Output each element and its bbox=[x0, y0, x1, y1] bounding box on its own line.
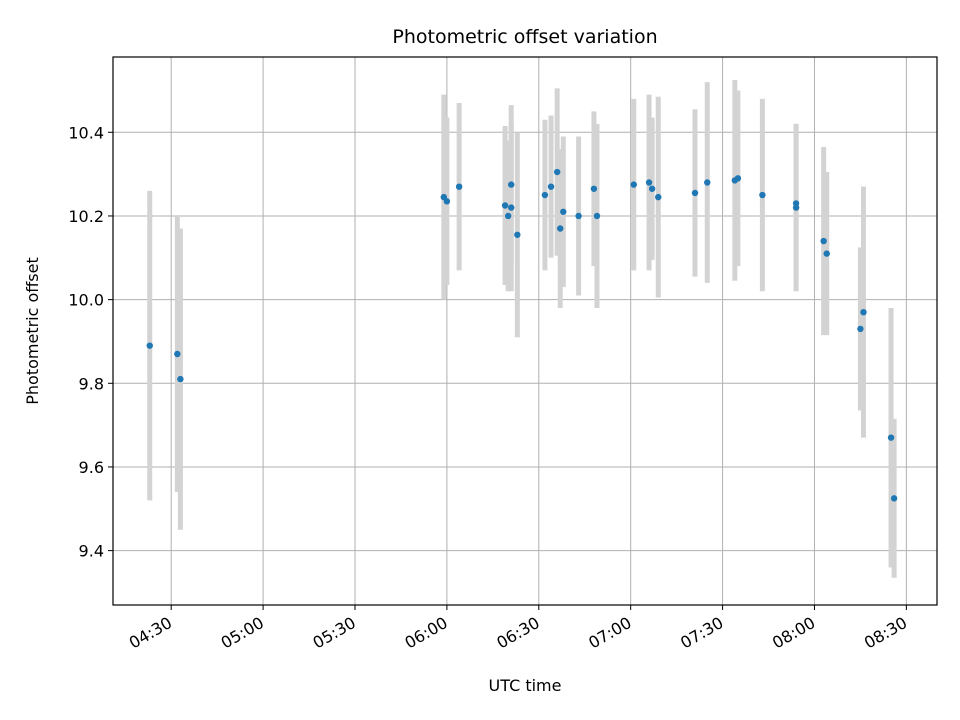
x-tick-label: 05:30 bbox=[310, 613, 359, 653]
data-point bbox=[501, 202, 509, 209]
data-point bbox=[553, 168, 561, 176]
x-axis-ticks: 04:30 05:00 05:30 06:00 06:30 07:00 07:30 08:00… bbox=[126, 605, 910, 653]
plot-area bbox=[112, 56, 938, 606]
y-tick-label: 10.4 bbox=[68, 123, 104, 142]
data-point bbox=[630, 181, 637, 188]
x-tick-label: 08:30 bbox=[861, 613, 910, 653]
data-point bbox=[547, 183, 555, 190]
x-tick-label: 08:00 bbox=[769, 613, 818, 653]
data-point bbox=[820, 237, 827, 245]
y-axis-label: Photometric offset bbox=[23, 257, 42, 405]
data-point bbox=[593, 212, 601, 220]
data-point bbox=[704, 179, 711, 186]
grid bbox=[113, 57, 937, 605]
y-tick-label: 10.0 bbox=[68, 291, 104, 310]
y-tick-label: 9.4 bbox=[79, 542, 104, 561]
data-point bbox=[504, 212, 512, 220]
x-tick-label: 06:00 bbox=[401, 613, 450, 653]
data-point bbox=[508, 204, 515, 211]
y-tick-label: 9.8 bbox=[79, 374, 104, 393]
x-tick-label: 07:00 bbox=[585, 613, 634, 653]
data-points bbox=[146, 168, 898, 502]
data-point bbox=[177, 375, 184, 383]
data-point bbox=[508, 181, 515, 188]
data-point bbox=[691, 189, 699, 197]
data-point bbox=[860, 308, 867, 316]
chart-title: Photometric offset variation bbox=[392, 26, 657, 48]
data-point bbox=[655, 193, 662, 201]
data-point bbox=[541, 191, 549, 199]
x-tick-label: 07:30 bbox=[677, 613, 726, 653]
data-point bbox=[823, 250, 830, 257]
data-point bbox=[443, 198, 451, 205]
x-tick-label: 04:30 bbox=[126, 613, 175, 653]
data-point bbox=[759, 191, 766, 199]
data-point bbox=[792, 200, 800, 207]
data-point bbox=[645, 179, 653, 186]
data-point bbox=[734, 175, 742, 182]
data-point bbox=[455, 183, 463, 190]
x-tick-label: 05:00 bbox=[218, 613, 267, 653]
data-point bbox=[857, 325, 864, 333]
y-tick-label: 10.2 bbox=[68, 207, 104, 226]
data-point bbox=[890, 495, 898, 502]
x-axis-label: UTC time bbox=[489, 676, 562, 695]
data-point bbox=[560, 208, 567, 215]
data-point bbox=[514, 231, 521, 238]
y-tick-label: 9.6 bbox=[79, 458, 104, 477]
data-point bbox=[557, 225, 564, 232]
data-point bbox=[648, 185, 656, 192]
data-point bbox=[146, 342, 153, 349]
x-tick-label: 06:30 bbox=[493, 613, 542, 653]
data-point bbox=[887, 434, 895, 441]
error-bars bbox=[147, 80, 897, 578]
data-point bbox=[174, 350, 181, 358]
y-axis-ticks: 9.4 9.6 9.8 10.0 10.2 10.4 bbox=[68, 123, 113, 561]
data-point bbox=[575, 212, 582, 220]
data-point bbox=[590, 185, 598, 192]
